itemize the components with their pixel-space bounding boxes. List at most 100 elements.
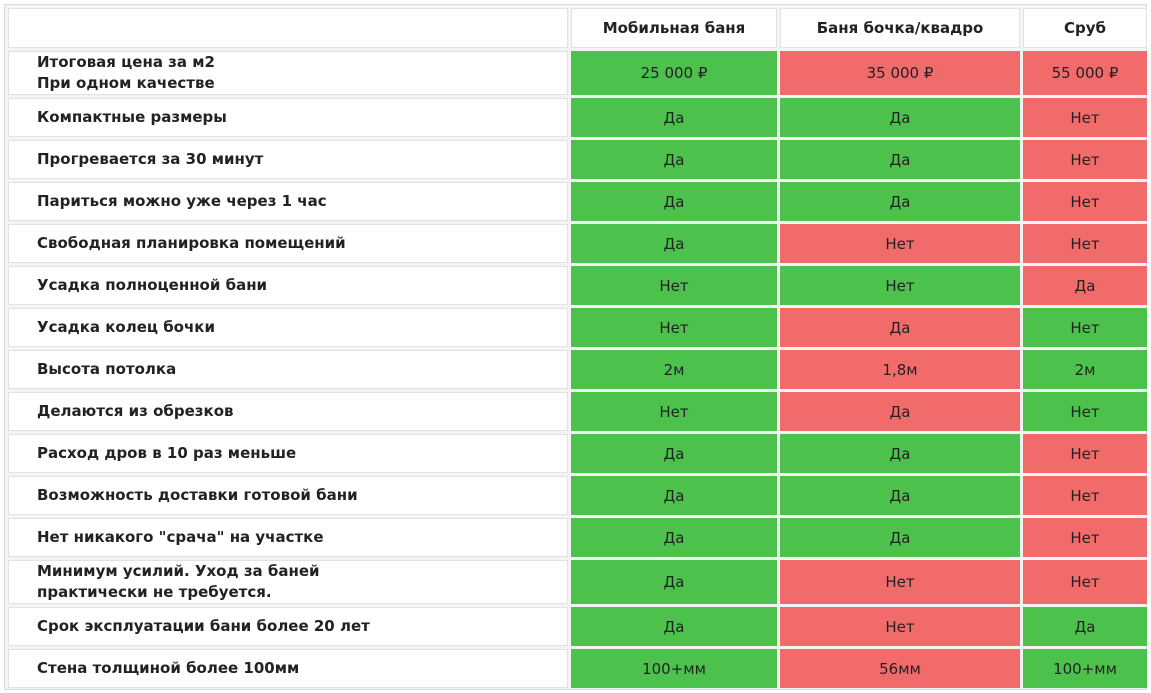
- feature-label: Срок эксплуатации бани более 20 лет: [8, 607, 568, 646]
- cell-barrel-bath: 1,8м: [780, 350, 1020, 389]
- feature-label-line1: Париться можно уже через 1 час: [37, 192, 327, 210]
- cell-log-house: Да: [1023, 607, 1147, 646]
- cell-mobile-bath: 25 000 ₽: [571, 51, 777, 95]
- table-row: Париться можно уже через 1 час Да Да Нет: [8, 182, 1147, 221]
- header-barrel-bath: Баня бочка/квадро: [780, 8, 1020, 48]
- cell-barrel-bath: Да: [780, 392, 1020, 431]
- table-row: Высота потолка 2м 1,8м 2м: [8, 350, 1147, 389]
- cell-barrel-bath: 35 000 ₽: [780, 51, 1020, 95]
- feature-label: Возможность доставки готовой бани: [8, 476, 568, 515]
- feature-label-line2: При одном качестве: [37, 74, 215, 92]
- feature-label-line1: Минимум усилий. Уход за баней: [37, 562, 320, 580]
- table-header-row: Мобильная баня Баня бочка/квадро Сруб: [8, 8, 1147, 48]
- feature-label-line1: Нет никакого "срача" на участке: [37, 528, 324, 546]
- table-row: Возможность доставки готовой бани Да Да Нет: [8, 476, 1147, 515]
- feature-label-line1: Усадка полноценной бани: [37, 276, 268, 294]
- feature-label: Прогревается за 30 минут: [8, 140, 568, 179]
- table-row: Прогревается за 30 минут Да Да Нет: [8, 140, 1147, 179]
- feature-label-line1: Свободная планировка помещений: [37, 234, 346, 252]
- feature-label: Париться можно уже через 1 час: [8, 182, 568, 221]
- feature-label: Стена толщиной более 100мм: [8, 649, 568, 688]
- cell-barrel-bath: Нет: [780, 560, 1020, 604]
- feature-label-line1: Расход дров в 10 раз меньше: [37, 444, 297, 462]
- cell-mobile-bath: Нет: [571, 392, 777, 431]
- cell-mobile-bath: Да: [571, 560, 777, 604]
- cell-mobile-bath: Нет: [571, 266, 777, 305]
- cell-log-house: Нет: [1023, 98, 1147, 137]
- cell-log-house: Да: [1023, 266, 1147, 305]
- cell-mobile-bath: Да: [571, 224, 777, 263]
- table-body: Итоговая цена за м2 При одном качестве 25 …: [8, 51, 1147, 688]
- cell-mobile-bath: Да: [571, 518, 777, 557]
- cell-log-house: Нет: [1023, 518, 1147, 557]
- cell-log-house: 2м: [1023, 350, 1147, 389]
- cell-mobile-bath: Нет: [571, 308, 777, 347]
- cell-mobile-bath: 2м: [571, 350, 777, 389]
- feature-label: Компактные размеры: [8, 98, 568, 137]
- feature-label-line1: Итоговая цена за м2: [37, 53, 215, 71]
- cell-barrel-bath: Да: [780, 476, 1020, 515]
- feature-label-line1: Компактные размеры: [37, 108, 227, 126]
- cell-log-house: Нет: [1023, 392, 1147, 431]
- table-row: Нет никакого "срача" на участке Да Да Нет: [8, 518, 1147, 557]
- feature-label: Усадка полноценной бани: [8, 266, 568, 305]
- cell-mobile-bath: Да: [571, 182, 777, 221]
- feature-label-line1: Высота потолка: [37, 360, 177, 378]
- header-feature-column: [8, 8, 568, 48]
- table-row: Минимум усилий. Уход за баней практически…: [8, 560, 1147, 604]
- table-row: Делаются из обрезков Нет Да Нет: [8, 392, 1147, 431]
- comparison-table-container: Мобильная баня Баня бочка/квадро Сруб Ит…: [4, 4, 1147, 690]
- cell-barrel-bath: Да: [780, 182, 1020, 221]
- feature-label: Делаются из обрезков: [8, 392, 568, 431]
- cell-mobile-bath: Да: [571, 607, 777, 646]
- feature-label-line1: Возможность доставки готовой бани: [37, 486, 358, 504]
- cell-log-house: Нет: [1023, 434, 1147, 473]
- cell-log-house: Нет: [1023, 308, 1147, 347]
- feature-label: Расход дров в 10 раз меньше: [8, 434, 568, 473]
- feature-label-line1: Срок эксплуатации бани более 20 лет: [37, 617, 370, 635]
- cell-log-house: Нет: [1023, 560, 1147, 604]
- table-row: Усадка полноценной бани Нет Нет Да: [8, 266, 1147, 305]
- cell-mobile-bath: Да: [571, 434, 777, 473]
- cell-mobile-bath: Да: [571, 140, 777, 179]
- feature-label: Усадка колец бочки: [8, 308, 568, 347]
- cell-barrel-bath: Да: [780, 434, 1020, 473]
- cell-barrel-bath: Да: [780, 98, 1020, 137]
- feature-label: Минимум усилий. Уход за баней практически…: [8, 560, 568, 604]
- cell-barrel-bath: Нет: [780, 607, 1020, 646]
- cell-barrel-bath: 56мм: [780, 649, 1020, 688]
- cell-log-house: Нет: [1023, 224, 1147, 263]
- cell-mobile-bath: Да: [571, 476, 777, 515]
- header-mobile-bath: Мобильная баня: [571, 8, 777, 48]
- table-row: Компактные размеры Да Да Нет: [8, 98, 1147, 137]
- comparison-table: Мобильная баня Баня бочка/квадро Сруб Ит…: [5, 5, 1150, 691]
- feature-label: Высота потолка: [8, 350, 568, 389]
- table-row: Итоговая цена за м2 При одном качестве 25 …: [8, 51, 1147, 95]
- feature-label: Свободная планировка помещений: [8, 224, 568, 263]
- cell-barrel-bath: Да: [780, 308, 1020, 347]
- cell-mobile-bath: Да: [571, 98, 777, 137]
- cell-log-house: 55 000 ₽: [1023, 51, 1147, 95]
- table-row: Расход дров в 10 раз меньше Да Да Нет: [8, 434, 1147, 473]
- table-row: Свободная планировка помещений Да Нет Нет: [8, 224, 1147, 263]
- cell-barrel-bath: Нет: [780, 266, 1020, 305]
- feature-label-line1: Стена толщиной более 100мм: [37, 659, 300, 677]
- cell-barrel-bath: Да: [780, 140, 1020, 179]
- cell-log-house: Нет: [1023, 182, 1147, 221]
- feature-label-line1: Делаются из обрезков: [37, 402, 234, 420]
- feature-label-line2: практически не требуется.: [37, 583, 272, 601]
- feature-label-line1: Прогревается за 30 минут: [37, 150, 264, 168]
- cell-log-house: 100+мм: [1023, 649, 1147, 688]
- feature-label: Нет никакого "срача" на участке: [8, 518, 568, 557]
- cell-mobile-bath: 100+мм: [571, 649, 777, 688]
- cell-barrel-bath: Да: [780, 518, 1020, 557]
- table-row: Срок эксплуатации бани более 20 лет Да Нет…: [8, 607, 1147, 646]
- table-row: Усадка колец бочки Нет Да Нет: [8, 308, 1147, 347]
- feature-label: Итоговая цена за м2 При одном качестве: [8, 51, 568, 95]
- cell-log-house: Нет: [1023, 476, 1147, 515]
- table-row: Стена толщиной более 100мм 100+мм 56мм 100+…: [8, 649, 1147, 688]
- feature-label-line1: Усадка колец бочки: [37, 318, 215, 336]
- cell-log-house: Нет: [1023, 140, 1147, 179]
- cell-barrel-bath: Нет: [780, 224, 1020, 263]
- header-log-house: Сруб: [1023, 8, 1147, 48]
